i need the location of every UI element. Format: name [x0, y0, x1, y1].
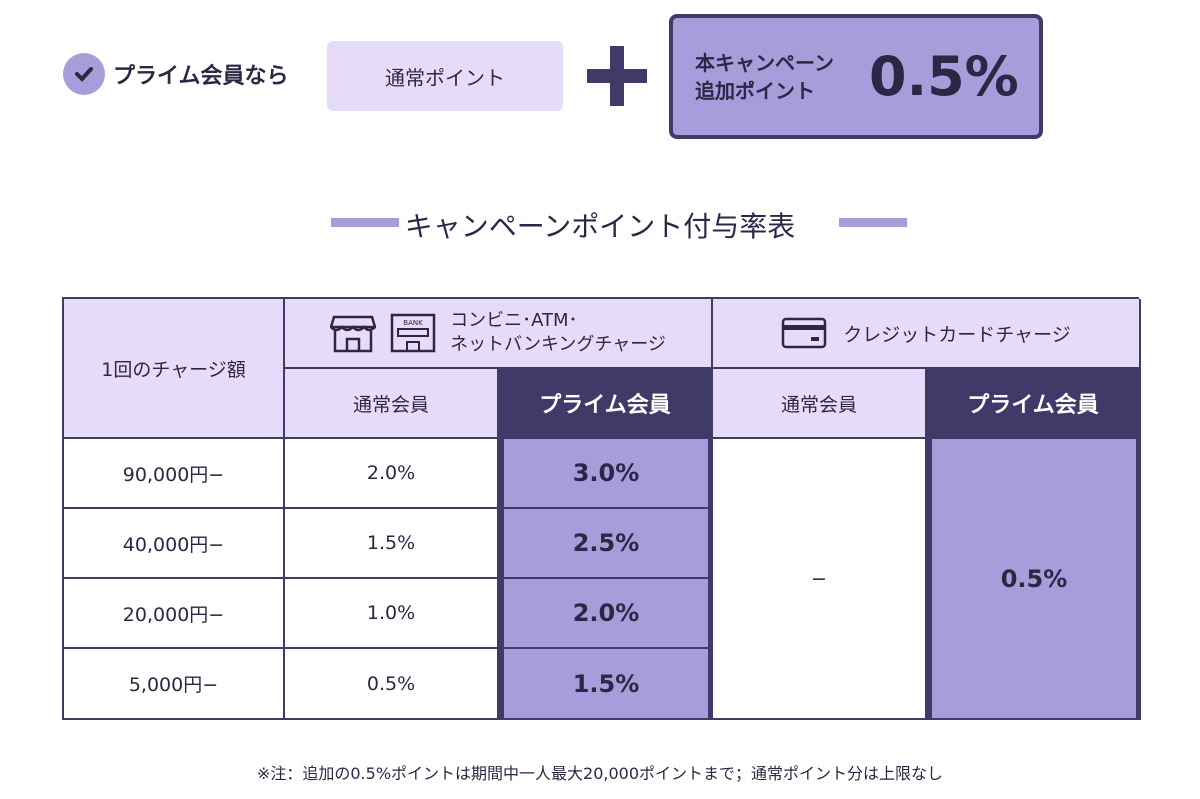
- prime-rate-cell: 2.5%: [504, 509, 708, 579]
- card-prime-member-header: プライム会員: [927, 369, 1141, 439]
- normal-member-header: 通常会員: [285, 369, 499, 439]
- group1-line2: ネットバンキングチャージ: [450, 334, 666, 355]
- prime-rate-cell: 1.5%: [504, 649, 708, 718]
- svg-text:BANK: BANK: [403, 319, 423, 327]
- card-normal-member-header: 通常会員: [713, 369, 927, 439]
- title-bar-left: [331, 218, 399, 227]
- title-bar-right: [839, 218, 907, 227]
- prime-column: 3.0% 2.5% 2.0% 1.5%: [499, 439, 713, 720]
- prime-member-header: プライム会員: [499, 369, 713, 439]
- amount-cell: 40,000円−: [64, 509, 285, 579]
- check-icon: [63, 53, 105, 95]
- normal-rate-cell: 1.5%: [285, 509, 499, 579]
- card-prime-rate: 0.5%: [927, 439, 1141, 720]
- group2-header: クレジットカードチャージ: [713, 299, 1141, 369]
- prime-rate-cell: 3.0%: [504, 439, 708, 509]
- prime-label: プライム会員なら: [113, 64, 289, 89]
- bank-icon: BANK: [390, 313, 436, 353]
- group2-label: クレジットカードチャージ: [843, 323, 1071, 346]
- prime-rate-cell: 2.0%: [504, 579, 708, 649]
- amount-cell: 5,000円−: [64, 649, 285, 720]
- plus-icon-vertical: [610, 46, 624, 106]
- amount-cell: 20,000円−: [64, 579, 285, 649]
- normal-points-box: 通常ポイント: [327, 41, 563, 111]
- card-normal-rate: −: [713, 439, 927, 720]
- campaign-rate: 0.5%: [869, 45, 1019, 108]
- campaign-label-2: 追加ポイント: [695, 78, 815, 103]
- rate-table: 1回のチャージ額 BANK コンビニ･ATM･ ネットバンキングチャージ クレジッ…: [62, 297, 1141, 720]
- campaign-box: 本キャンペーン 追加ポイント 0.5%: [669, 14, 1043, 139]
- group1-line1: コンビニ･ATM･: [450, 310, 578, 331]
- group1-header: BANK コンビニ･ATM･ ネットバンキングチャージ: [285, 299, 713, 369]
- credit-card-icon: [782, 317, 827, 349]
- footnote: ※注：追加の0.5%ポイントは期間中一人最大20,000ポイントまで；通常ポイン…: [256, 764, 944, 783]
- campaign-label-1: 本キャンペーン: [695, 50, 834, 75]
- store-icon: [330, 315, 377, 353]
- section-title: キャンペーンポイント付与率表: [404, 210, 796, 243]
- normal-rate-cell: 0.5%: [285, 649, 499, 720]
- charge-header: 1回のチャージ額: [64, 299, 285, 439]
- normal-rate-cell: 1.0%: [285, 579, 499, 649]
- normal-rate-cell: 2.0%: [285, 439, 499, 509]
- amount-cell: 90,000円−: [64, 439, 285, 509]
